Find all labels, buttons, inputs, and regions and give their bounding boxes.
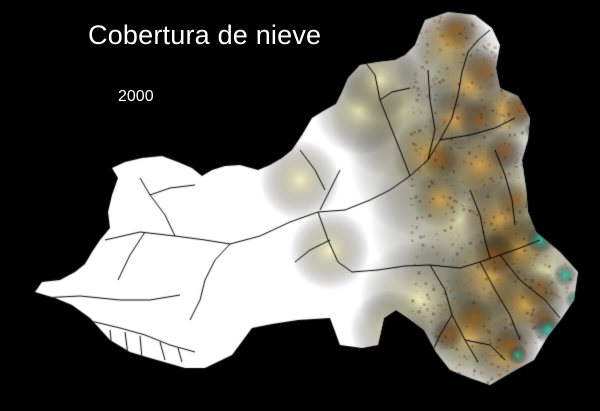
map-title: Cobertura de nieve: [88, 20, 322, 50]
map-year-label: 2000: [118, 88, 154, 105]
